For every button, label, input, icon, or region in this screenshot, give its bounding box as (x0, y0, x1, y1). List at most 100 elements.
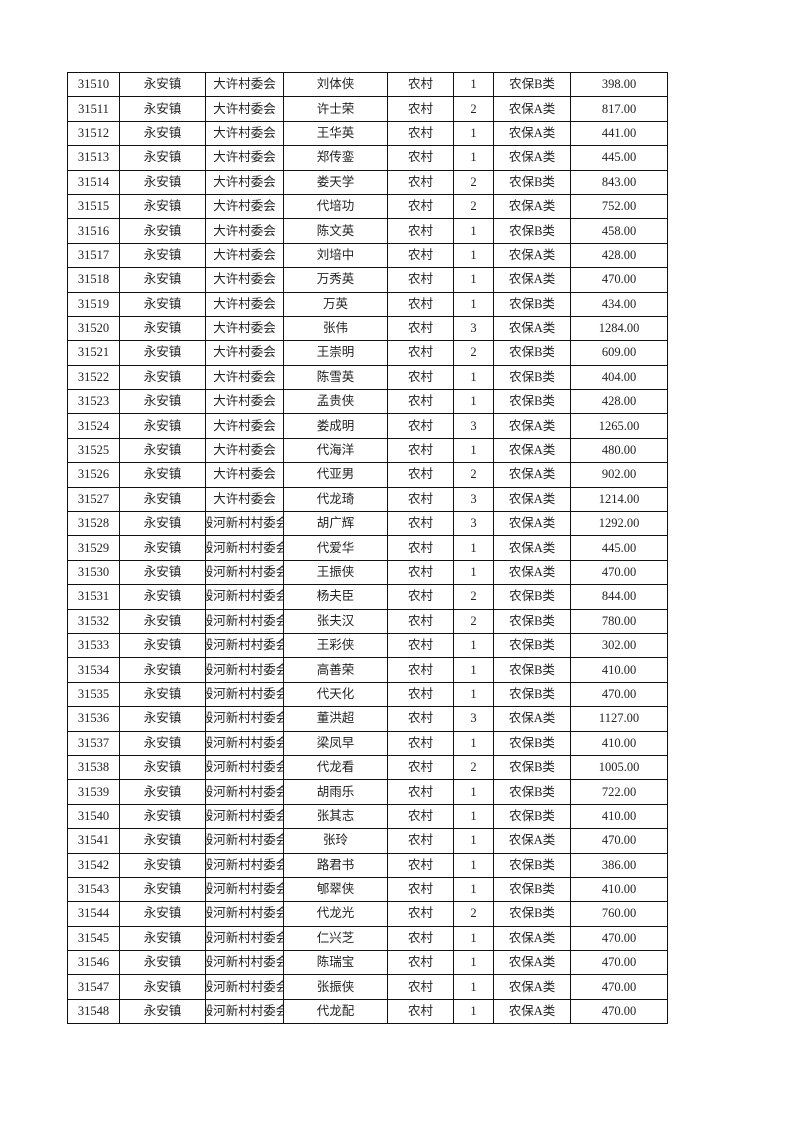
household-type: 农村 (407, 906, 433, 921)
household-type: 农村 (407, 882, 433, 897)
table-row: 31538 永安镇 殷河新村村委会 代龙看 农村 2 农保B类 1005.00 (67, 754, 668, 781)
person-count: 1 (470, 77, 477, 92)
amount: 902.00 (601, 467, 637, 482)
person-count: 3 (470, 516, 477, 531)
table-row: 31526 永安镇 大许村委会 代亚男 农村 2 农保A类 902.00 (67, 462, 668, 488)
insurance-category-cell: 农保B类 (493, 779, 571, 805)
name-cell: 代培功 (283, 193, 388, 220)
household-type-cell: 农村 (387, 486, 454, 513)
insurance-category-cell: 农保A类 (493, 315, 571, 342)
insurance-category-cell: 农保A类 (493, 96, 571, 122)
village-committee-cell: 大许村委会 (205, 242, 284, 269)
village-committee-cell: 大许村委会 (205, 267, 284, 293)
amount: 410.00 (601, 882, 637, 897)
person-count-cell: 1 (453, 437, 494, 464)
person-count: 1 (470, 930, 477, 945)
record-id-cell: 31532 (67, 608, 120, 634)
household-type: 农村 (407, 613, 433, 628)
person-count-cell: 1 (453, 145, 494, 171)
town: 永安镇 (143, 345, 182, 360)
record-id-cell: 31522 (67, 364, 120, 391)
insurance-category: 农保A类 (508, 565, 556, 579)
amount-cell: 844.00 (570, 584, 668, 610)
record-id-cell: 31517 (67, 242, 120, 269)
insurance-category-cell: 农保B类 (493, 657, 571, 683)
record-id: 31512 (77, 125, 110, 140)
amount: 1284.00 (598, 321, 640, 336)
household-type-cell: 农村 (387, 632, 454, 659)
town: 永安镇 (143, 443, 182, 458)
town: 永安镇 (143, 711, 182, 726)
name-cell: 孟贵侠 (283, 389, 388, 415)
person-count-cell: 1 (453, 267, 494, 293)
person-count: 1 (470, 979, 477, 994)
village-committee-cell: 大许村委会 (205, 364, 284, 391)
name-cell: 张玲 (283, 828, 388, 854)
household-type-cell: 农村 (387, 803, 454, 830)
town: 永安镇 (143, 882, 182, 897)
household-type-cell: 农村 (387, 754, 454, 781)
village-committee: 殷河新村村委会 (207, 589, 284, 604)
insurance-category-cell: 农保A类 (493, 925, 571, 952)
person-count: 3 (470, 711, 477, 726)
household-type-cell: 农村 (387, 559, 454, 586)
household-type-cell: 农村 (387, 584, 454, 610)
household-type: 农村 (407, 711, 433, 726)
record-id: 31532 (77, 613, 110, 628)
record-id-cell: 31548 (67, 998, 120, 1025)
amount-cell: 470.00 (570, 681, 668, 708)
person-count-cell: 2 (453, 462, 494, 488)
insurance-category: 农保B类 (509, 906, 555, 921)
table-row: 31540 永安镇 殷河新村村委会 张其志 农村 1 农保B类 410.00 (67, 803, 668, 830)
amount-cell: 902.00 (570, 462, 668, 488)
person-count-cell: 2 (453, 96, 494, 122)
name-cell: 梁凤早 (283, 730, 388, 756)
town: 永安镇 (143, 930, 182, 945)
village-committee-cell: 殷河新村村委会 (205, 828, 284, 854)
amount: 752.00 (601, 199, 637, 214)
record-id-cell: 31540 (67, 803, 120, 830)
insurance-category-cell: 农保B类 (493, 71, 571, 98)
name: 仁兴芝 (316, 930, 355, 945)
town: 永安镇 (143, 272, 182, 287)
town-cell: 永安镇 (119, 511, 206, 537)
person-count: 2 (470, 467, 477, 482)
village-committee-cell: 殷河新村村委会 (205, 779, 284, 805)
insurance-category-cell: 农保A类 (493, 462, 571, 488)
village-committee: 殷河新村村委会 (207, 930, 284, 945)
town: 永安镇 (143, 77, 182, 92)
record-id: 31511 (78, 101, 109, 116)
table-row: 31528 永安镇 殷河新村村委会 胡广辉 农村 3 农保A类 1292.00 (67, 511, 668, 537)
amount-cell: 752.00 (570, 193, 668, 220)
insurance-category: 农保B类 (509, 589, 555, 604)
amount: 470.00 (601, 686, 637, 701)
name-cell: 王振侠 (283, 559, 388, 586)
table-row: 31510 永安镇 大许村委会 刘体侠 农村 1 农保B类 398.00 (67, 71, 668, 98)
person-count-cell: 1 (453, 925, 494, 952)
household-type-cell: 农村 (387, 657, 454, 683)
amount-cell: 434.00 (570, 291, 668, 317)
name: 路君书 (316, 857, 355, 872)
name-cell: 高善荣 (283, 657, 388, 683)
person-count: 2 (470, 589, 477, 604)
village-committee: 大许村委会 (213, 394, 276, 409)
insurance-category-cell: 农保B类 (493, 852, 571, 878)
record-id: 31517 (77, 247, 110, 262)
record-id-cell: 31510 (67, 71, 120, 98)
record-id-cell: 31526 (67, 462, 120, 488)
name: 代亚男 (316, 467, 355, 482)
insurance-category: 农保A类 (508, 540, 556, 555)
insurance-category-cell: 农保A类 (493, 974, 571, 1000)
household-type: 农村 (407, 247, 433, 262)
amount-cell: 410.00 (570, 730, 668, 756)
household-type: 农村 (407, 321, 433, 336)
household-type: 农村 (407, 808, 433, 823)
insurance-category: 农保B类 (509, 296, 555, 311)
household-type-cell: 农村 (387, 998, 454, 1025)
record-id-cell: 31547 (67, 974, 120, 1000)
amount: 410.00 (601, 662, 637, 677)
record-id-cell: 31546 (67, 950, 120, 976)
household-type-cell: 农村 (387, 389, 454, 415)
table-row: 31518 永安镇 大许村委会 万秀英 农村 1 农保A类 470.00 (67, 267, 668, 293)
amount: 1005.00 (598, 760, 640, 775)
